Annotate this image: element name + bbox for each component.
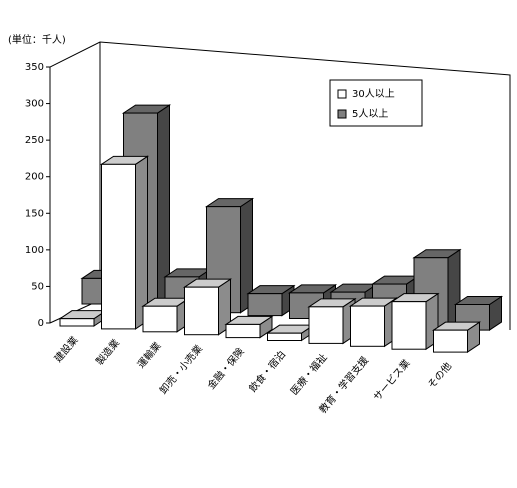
y-tick-label: 50 — [31, 281, 44, 292]
bar-face — [308, 306, 344, 344]
y-tick-label: 250 — [25, 135, 44, 146]
legend-swatch — [337, 89, 347, 99]
bar-face — [142, 305, 178, 333]
bar — [224, 315, 274, 339]
legend-label: 5人以上 — [352, 108, 388, 120]
bar-face — [59, 318, 95, 327]
y-axis-unit: (単位：千人) — [8, 33, 66, 46]
legend-label: 30人以上 — [352, 88, 395, 100]
bar — [431, 321, 482, 354]
y-tick-label: 350 — [25, 62, 44, 73]
y-tick-label: 150 — [25, 208, 44, 219]
bar-face — [101, 163, 136, 330]
y-tick-label: 300 — [25, 99, 44, 110]
bar-face — [433, 329, 468, 353]
legend-swatch — [337, 109, 347, 119]
bar — [307, 297, 357, 345]
bar-face — [391, 301, 427, 350]
bar — [348, 297, 399, 348]
y-tick-label: 100 — [25, 245, 44, 256]
bar — [141, 297, 191, 333]
bar-face — [350, 305, 385, 347]
bar — [390, 292, 440, 351]
bar-face — [225, 323, 261, 339]
bar-face — [184, 286, 219, 336]
bar — [99, 155, 150, 330]
bar-face — [267, 332, 302, 341]
bar — [182, 278, 233, 336]
y-tick-label: 200 — [25, 172, 44, 183]
y-tick-label: 0 — [38, 318, 44, 329]
bar-face — [247, 293, 283, 317]
bar — [246, 284, 296, 317]
bar-side — [135, 155, 148, 330]
